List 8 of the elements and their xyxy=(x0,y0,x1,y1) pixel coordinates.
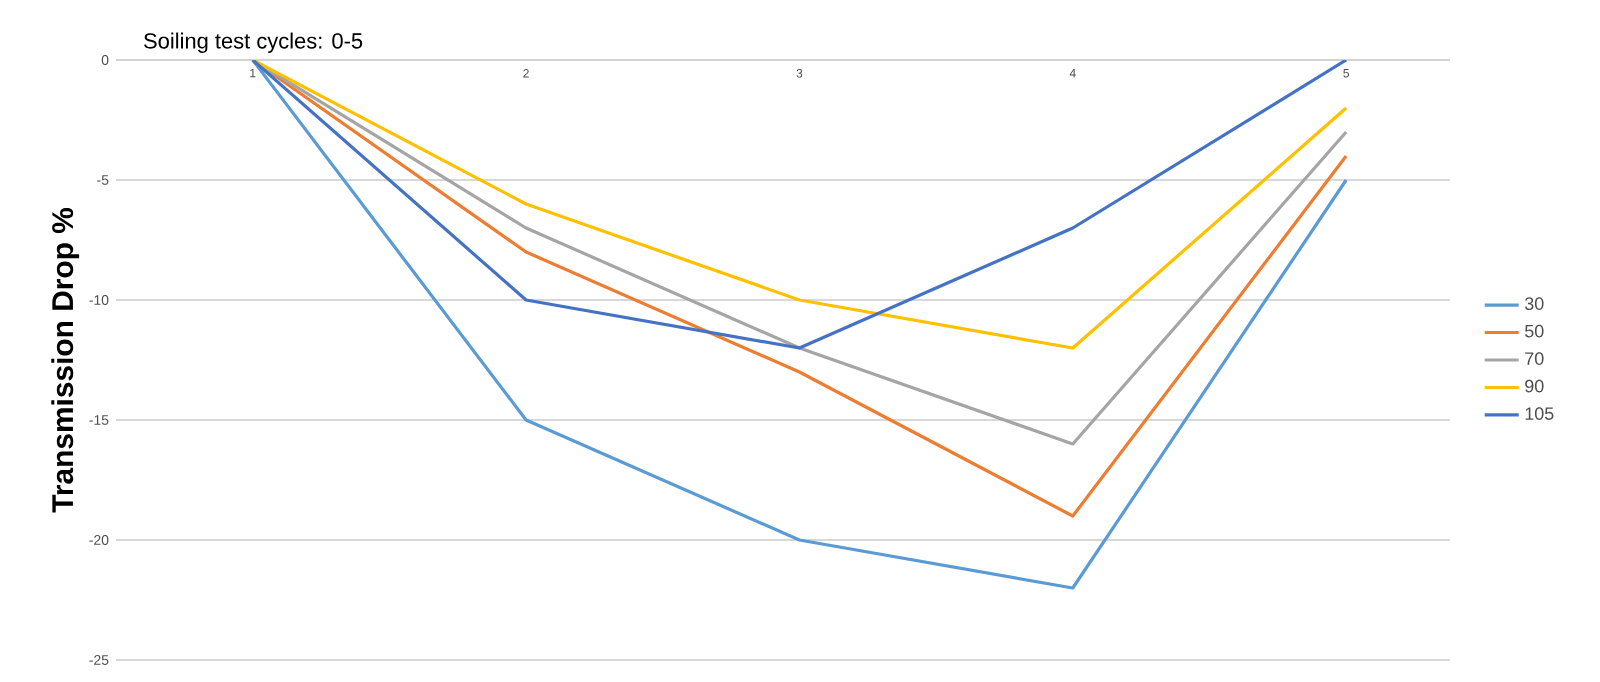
legend-label: 105 xyxy=(1525,407,1554,420)
line-series xyxy=(251,59,1348,350)
legend-label: 70 xyxy=(1525,352,1544,365)
y-axis-title: Transmission Drop % xyxy=(51,208,80,513)
legend-label: 90 xyxy=(1525,379,1544,393)
chart-title: Soiling test cycles: 0-5 xyxy=(144,32,363,53)
legend-label: 50 xyxy=(1525,324,1544,338)
legend-label: 30 xyxy=(1524,297,1544,310)
